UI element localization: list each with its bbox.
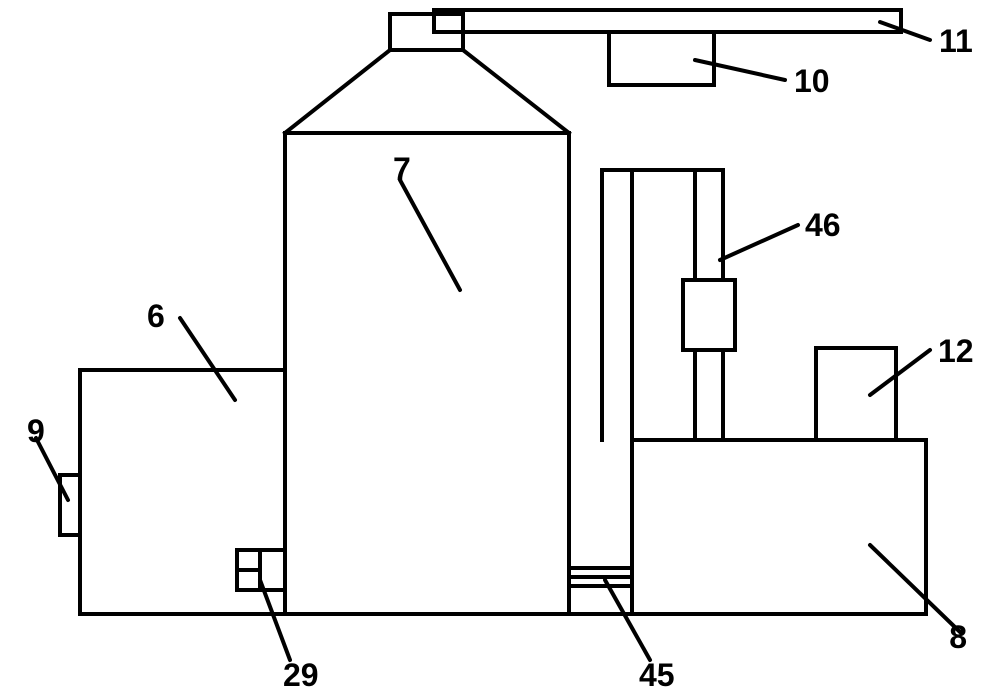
- label-8: 8: [949, 619, 967, 655]
- leader-45: [605, 580, 650, 660]
- leader-7: [400, 180, 460, 290]
- label-12: 12: [938, 333, 974, 369]
- label-7: 7: [393, 151, 411, 187]
- column-7-body: [285, 133, 569, 614]
- label-11: 11: [939, 23, 973, 59]
- column-7-roof: [285, 50, 569, 133]
- label-29: 29: [283, 657, 319, 693]
- bar-11: [434, 10, 901, 32]
- component-12: [816, 348, 896, 440]
- component-8: [632, 440, 926, 614]
- label-46: 46: [805, 207, 841, 243]
- valve-46: [683, 280, 735, 350]
- leader-6: [180, 318, 235, 400]
- label-6: 6: [147, 298, 165, 334]
- leader-46: [720, 225, 798, 260]
- label-10: 10: [794, 63, 830, 99]
- component-6: [80, 370, 285, 614]
- leader-10: [695, 60, 785, 80]
- label-45: 45: [639, 657, 675, 693]
- component-9: [60, 475, 80, 535]
- component-10: [609, 32, 714, 85]
- leader-8: [870, 545, 960, 632]
- label-9: 9: [27, 413, 45, 449]
- leader-12: [870, 350, 930, 395]
